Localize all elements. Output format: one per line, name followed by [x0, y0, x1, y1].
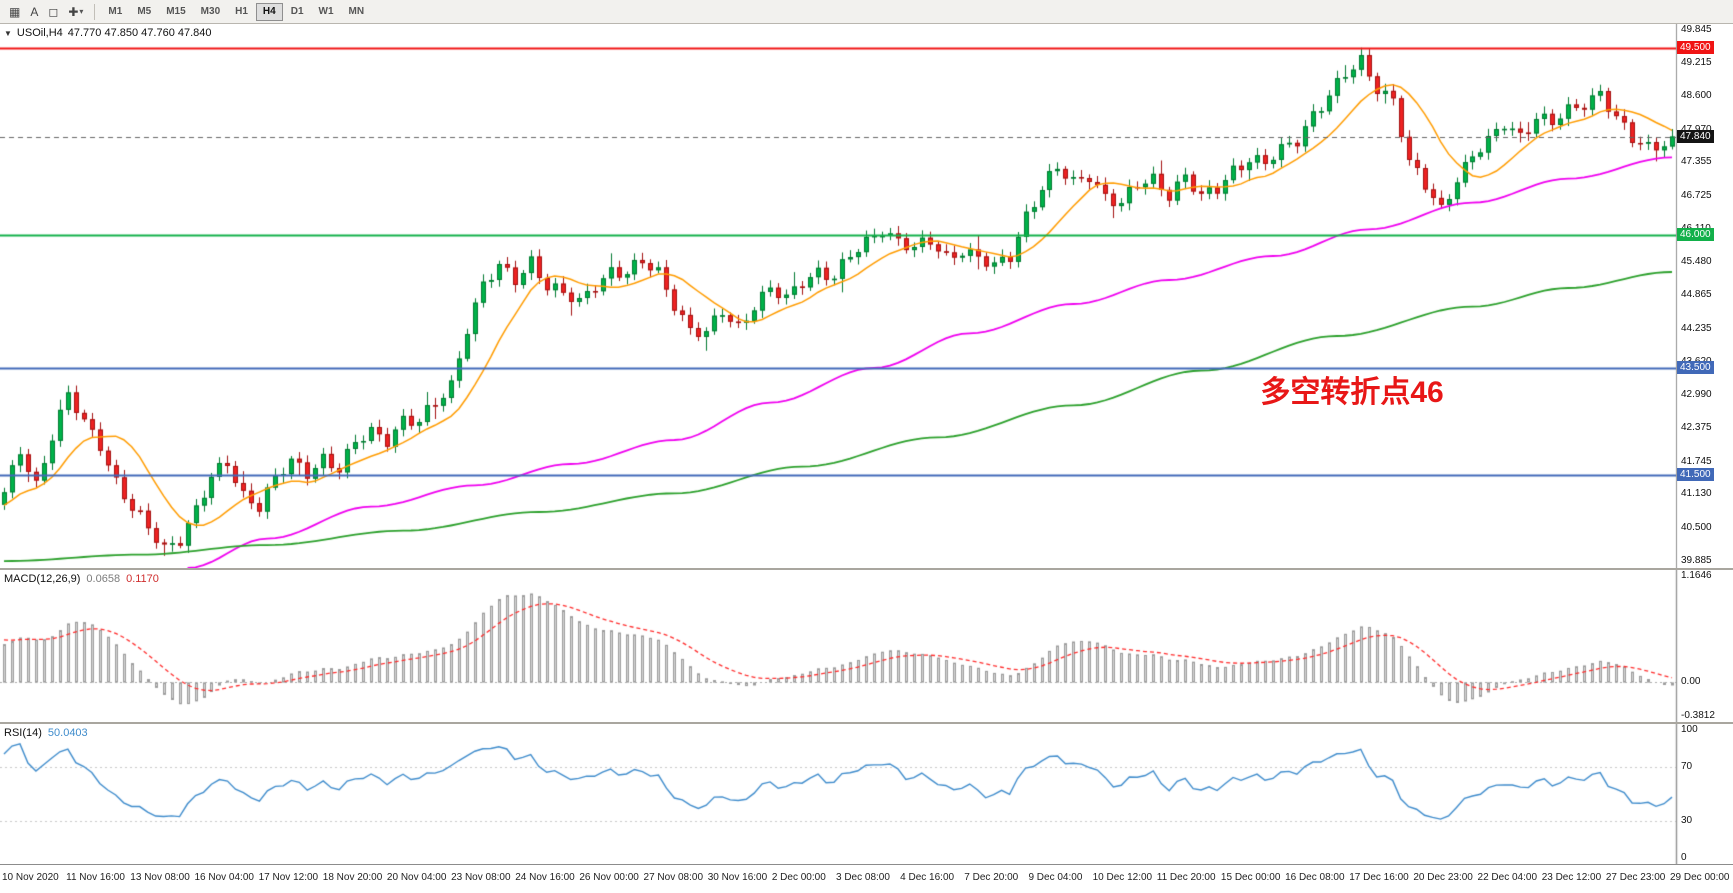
time-axis-label: 9 Dec 04:00 — [1028, 872, 1083, 883]
time-axis-label: 20 Nov 04:00 — [386, 872, 447, 883]
time-axis-label: 13 Nov 08:00 — [130, 872, 190, 883]
timeframe-button-h4[interactable]: H4 — [255, 2, 283, 21]
time-axis-label: 10 Nov 2020 — [2, 872, 59, 883]
price-axis-label: 42.375 — [1681, 422, 1712, 433]
rsi-value: 50.0403 — [47, 727, 88, 739]
timeframe-button-h1[interactable]: H1 — [228, 3, 255, 21]
toolbar-separator — [94, 3, 96, 20]
text-tool-icon[interactable]: A — [25, 2, 43, 22]
crosshair-tool-button[interactable]: ✚ ▾ — [63, 2, 88, 22]
price-axis-label: 47.970 — [1681, 124, 1712, 135]
macd-label: MACD(12,26,9) 0.0658 0.1170 — [4, 573, 159, 585]
time-axis-label: 11 Nov 16:00 — [66, 872, 125, 883]
macd-signal-value: 0.1170 — [126, 573, 159, 585]
timeframe-button-m1[interactable]: M1 — [101, 3, 129, 21]
time-axis-label: 2 Dec 00:00 — [771, 872, 826, 883]
symbol-timeframe: USOil,H4 — [16, 27, 63, 39]
price-tag: 41.500 — [1677, 467, 1714, 481]
objects-tool-icon[interactable]: ◻ — [43, 2, 63, 22]
crosshair-icon: ✚ — [68, 4, 79, 19]
time-axis-label: 10 Dec 12:00 — [1092, 872, 1153, 883]
time-axis-label: 27 Dec 23:00 — [1605, 872, 1666, 883]
timeframe-button-m30[interactable]: M30 — [194, 3, 227, 21]
panel-divider[interactable] — [0, 568, 1733, 570]
price-tag: 46.000 — [1677, 227, 1714, 241]
price-axis-label: 40.500 — [1681, 522, 1712, 533]
time-axis-label: 20 Dec 23:00 — [1413, 872, 1473, 883]
time-axis-label: 18 Nov 20:00 — [322, 872, 383, 883]
time-axis-label: 23 Nov 08:00 — [451, 872, 511, 883]
time-axis-label: 24 Nov 16:00 — [515, 872, 575, 883]
price-axis-label: 41.745 — [1681, 455, 1712, 467]
macd-canvas[interactable] — [0, 570, 1733, 722]
price-axis-label: 49.215 — [1681, 57, 1712, 69]
ohlc-readout: ▼ USOil,H4 47.770 47.850 47.760 47.840 — [4, 27, 212, 39]
price-axis-label: 46.725 — [1681, 190, 1712, 201]
toolbar: ▦ A ◻ ✚ ▾ M1 M5 M15 M30 H1 H4 D1 W1 MN — [0, 0, 1733, 24]
chart-annotation-text[interactable]: 多空转折点46 — [1260, 375, 1444, 409]
time-axis-label: 26 Nov 00:00 — [579, 872, 639, 883]
time-axis-label: 30 Nov 16:00 — [707, 872, 768, 883]
price-axis-label: 39.885 — [1681, 554, 1712, 566]
macd-axis-label: -0.3812 — [1681, 710, 1715, 721]
price-chart-panel[interactable]: ▼ USOil,H4 47.770 47.850 47.760 47.840 多… — [0, 24, 1733, 568]
price-axis-label: 49.845 — [1681, 24, 1712, 35]
time-axis-label: 22 Dec 04:00 — [1477, 872, 1538, 883]
macd-name: MACD(12,26,9) — [4, 573, 81, 585]
time-axis[interactable]: 10 Nov 2020 11 Nov 16:00 13 Nov 08:00 16 No… — [0, 864, 1733, 893]
time-axis-label: 27 Nov 08:00 — [643, 872, 704, 883]
timeframe-button-d1[interactable]: D1 — [284, 3, 311, 21]
timeframe-button-m5[interactable]: M5 — [130, 3, 158, 21]
price-axis-label: 42.990 — [1681, 389, 1712, 401]
time-axis-label: 23 Dec 12:00 — [1541, 872, 1602, 883]
macd-axis-label: 0.00 — [1681, 676, 1701, 688]
time-axis-label: 17 Dec 16:00 — [1349, 872, 1409, 883]
time-axis-label: 7 Dec 20:00 — [964, 872, 1019, 883]
timeframe-button-mn[interactable]: MN — [342, 3, 372, 21]
time-axis-label: 4 Dec 16:00 — [900, 872, 955, 883]
price-axis-label: 45.480 — [1681, 256, 1712, 268]
time-axis-label: 16 Nov 04:00 — [194, 872, 254, 883]
rsi-axis-label: 100 — [1681, 724, 1698, 735]
collapse-arrow-icon[interactable]: ▼ — [4, 28, 12, 38]
rsi-axis-label: 30 — [1681, 814, 1693, 826]
rsi-axis-label: 70 — [1681, 761, 1693, 773]
panel-divider[interactable] — [0, 722, 1733, 724]
price-axis-label: 48.600 — [1681, 90, 1712, 101]
price-tag: 49.500 — [1677, 41, 1714, 54]
ohlc-values: 47.770 47.850 47.760 47.840 — [67, 27, 212, 39]
price-tag: 43.500 — [1677, 361, 1714, 374]
rsi-name: RSI(14) — [4, 727, 42, 739]
rsi-panel[interactable]: RSI(14) 50.0403 100 70 30 0 — [0, 724, 1733, 864]
time-axis-label: 11 Dec 20:00 — [1156, 872, 1216, 883]
timeframe-button-m15[interactable]: M15 — [159, 3, 192, 21]
macd-value: 0.0658 — [86, 573, 121, 585]
chevron-down-icon: ▾ — [79, 7, 84, 16]
time-axis-label: 15 Dec 00:00 — [1220, 872, 1281, 883]
price-tag: 47.840 — [1677, 129, 1714, 143]
macd-panel[interactable]: MACD(12,26,9) 0.0658 0.1170 1.1646 0.00 -0… — [0, 570, 1733, 722]
time-axis-label: 17 Nov 12:00 — [258, 872, 319, 883]
macd-axis-label: 1.1646 — [1681, 570, 1712, 581]
price-axis-label: 44.235 — [1681, 322, 1712, 334]
time-axis-label: 29 Dec 00:00 — [1670, 872, 1730, 883]
rsi-axis-label: 0 — [1681, 852, 1687, 863]
timeframe-button-w1[interactable]: W1 — [312, 3, 341, 21]
timeframe-buttons: M1 M5 M15 M30 H1 H4 D1 W1 MN — [101, 2, 372, 21]
time-axis-label: 16 Dec 08:00 — [1285, 872, 1345, 883]
rsi-label: RSI(14) 50.0403 — [4, 727, 88, 739]
price-axis-label: 44.865 — [1681, 289, 1712, 301]
price-axis-label: 47.355 — [1681, 156, 1712, 168]
price-axis-label: 41.130 — [1681, 488, 1712, 500]
bar-chart-icon[interactable]: ▦ — [4, 2, 25, 22]
rsi-canvas[interactable] — [0, 724, 1733, 864]
price-chart-canvas[interactable] — [0, 24, 1733, 568]
time-axis-label: 3 Dec 08:00 — [836, 872, 890, 883]
